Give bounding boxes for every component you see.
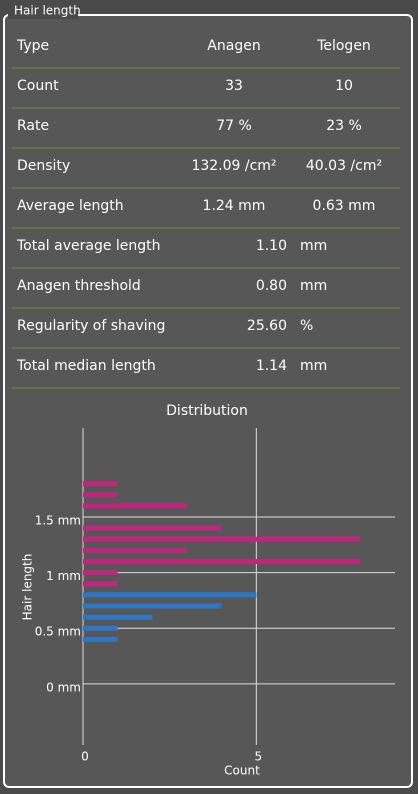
bar	[83, 525, 222, 531]
y-axis-label: Hair length	[21, 554, 35, 621]
row-label: Total median length	[16, 358, 156, 374]
bar	[83, 547, 187, 553]
bar	[83, 570, 118, 576]
cell-unit: mm	[300, 238, 327, 254]
row-label: Density	[17, 158, 70, 174]
bar	[83, 536, 361, 542]
bar	[83, 503, 187, 509]
cell-unit: %	[300, 318, 313, 334]
cell: 10	[335, 78, 353, 94]
bar	[83, 614, 153, 620]
bar	[83, 592, 257, 598]
y-tick-label: 1.5 mm	[35, 513, 81, 527]
bar	[83, 603, 222, 609]
bar	[83, 625, 118, 631]
cell-unit: mm	[300, 358, 327, 374]
cell: Telogen	[316, 38, 371, 54]
cell: Anagen	[207, 38, 260, 54]
chart-title: Distribution	[166, 403, 248, 419]
row-label: Rate	[17, 118, 49, 134]
bar	[83, 481, 118, 487]
x-tick-label: 5	[255, 750, 263, 764]
row-label: Regularity of shaving	[17, 318, 165, 334]
y-tick-label: 1 mm	[46, 569, 81, 583]
cell-value: 1.14	[256, 358, 287, 374]
row-label: Count	[17, 78, 59, 94]
panel-tab	[8, 3, 78, 19]
cell-unit: mm	[300, 278, 327, 294]
cell-value: 0.80	[256, 278, 287, 294]
cell-value: 25.60	[247, 318, 287, 334]
cell: 40.03 /cm²	[306, 158, 382, 174]
panel-title: Hair length	[14, 4, 81, 18]
cell: 33	[225, 78, 243, 94]
row-label: Type	[16, 38, 49, 54]
bar	[83, 558, 361, 564]
cell: 1.24 mm	[203, 198, 266, 214]
row-label: Average length	[17, 198, 124, 214]
row-label: Anagen threshold	[17, 278, 141, 294]
cell-value: 1.10	[256, 238, 287, 254]
y-tick-label: 0.5 mm	[35, 625, 81, 639]
cell: 77 %	[216, 118, 252, 134]
cell: 23 %	[326, 118, 362, 134]
cell: 132.09 /cm²	[191, 158, 276, 174]
bar	[83, 581, 118, 587]
bar	[83, 636, 118, 642]
x-axis-label: Count	[224, 764, 260, 778]
row-label: Total average length	[16, 238, 161, 254]
y-tick-label: 0 mm	[46, 680, 81, 694]
cell: 0.63 mm	[313, 198, 376, 214]
bar	[83, 492, 118, 498]
x-tick-label: 0	[81, 750, 89, 764]
